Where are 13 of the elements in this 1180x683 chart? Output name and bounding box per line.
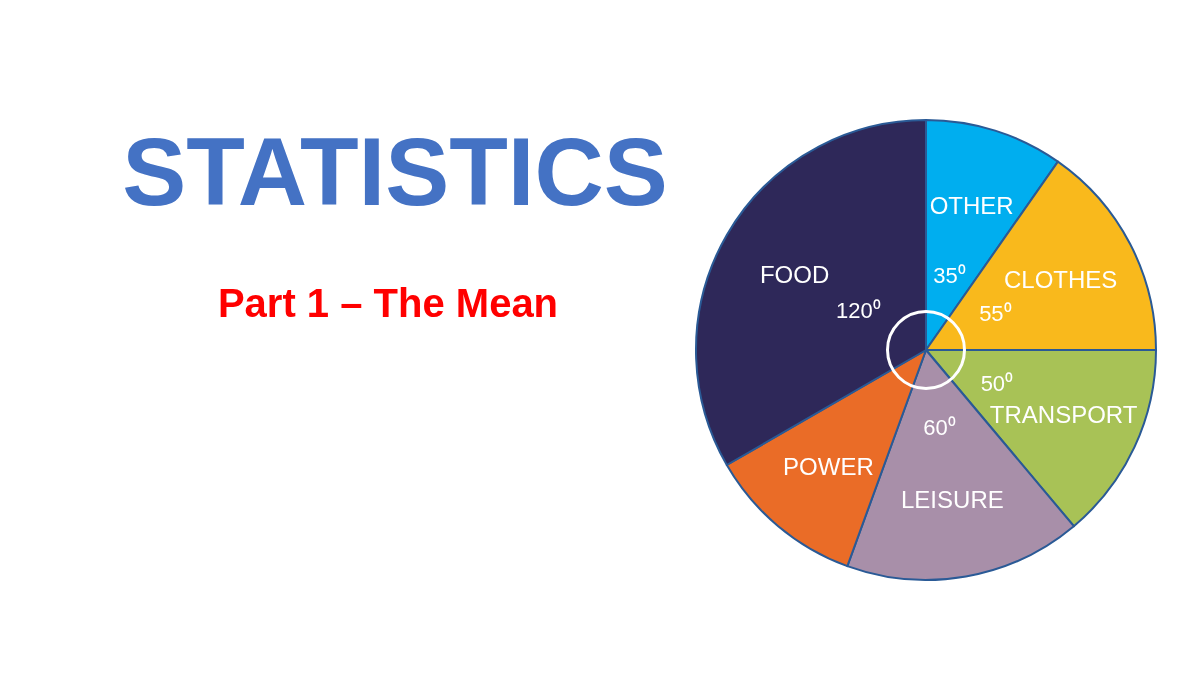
data-label: 35⁰ [933, 262, 966, 288]
slice-label: LEISURE [901, 485, 1004, 513]
data-label: 60⁰ [923, 414, 956, 440]
slice-label: POWER [783, 452, 874, 480]
text: Part 1 – The Mean [217, 281, 559, 325]
slice-label: OTHER [929, 191, 1014, 219]
chart-title: STATISTICS [122, 117, 668, 225]
slice-label: FOOD [759, 260, 830, 288]
data-label: 55⁰ [979, 301, 1012, 327]
slice-label: CLOTHES [1003, 266, 1118, 294]
data-label: 50⁰ [980, 370, 1014, 396]
slice-label: TRANSPORT [989, 400, 1138, 428]
data-label: 120⁰ [835, 298, 881, 324]
